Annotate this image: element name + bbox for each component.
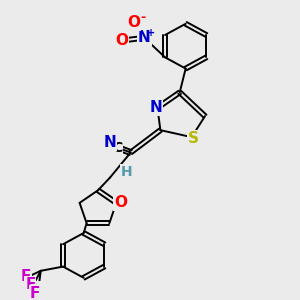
Text: N: N xyxy=(104,135,116,150)
Text: N: N xyxy=(150,100,162,115)
Text: H: H xyxy=(120,165,132,179)
Text: F: F xyxy=(30,286,40,300)
Text: O: O xyxy=(128,15,140,30)
Text: F: F xyxy=(25,277,36,292)
Text: F: F xyxy=(21,269,31,284)
Text: +: + xyxy=(147,28,155,38)
Text: -: - xyxy=(140,11,145,24)
Text: N: N xyxy=(138,30,151,45)
Text: O: O xyxy=(114,195,127,210)
Text: O: O xyxy=(116,33,128,48)
Text: S: S xyxy=(188,131,199,146)
Text: C: C xyxy=(112,141,122,155)
